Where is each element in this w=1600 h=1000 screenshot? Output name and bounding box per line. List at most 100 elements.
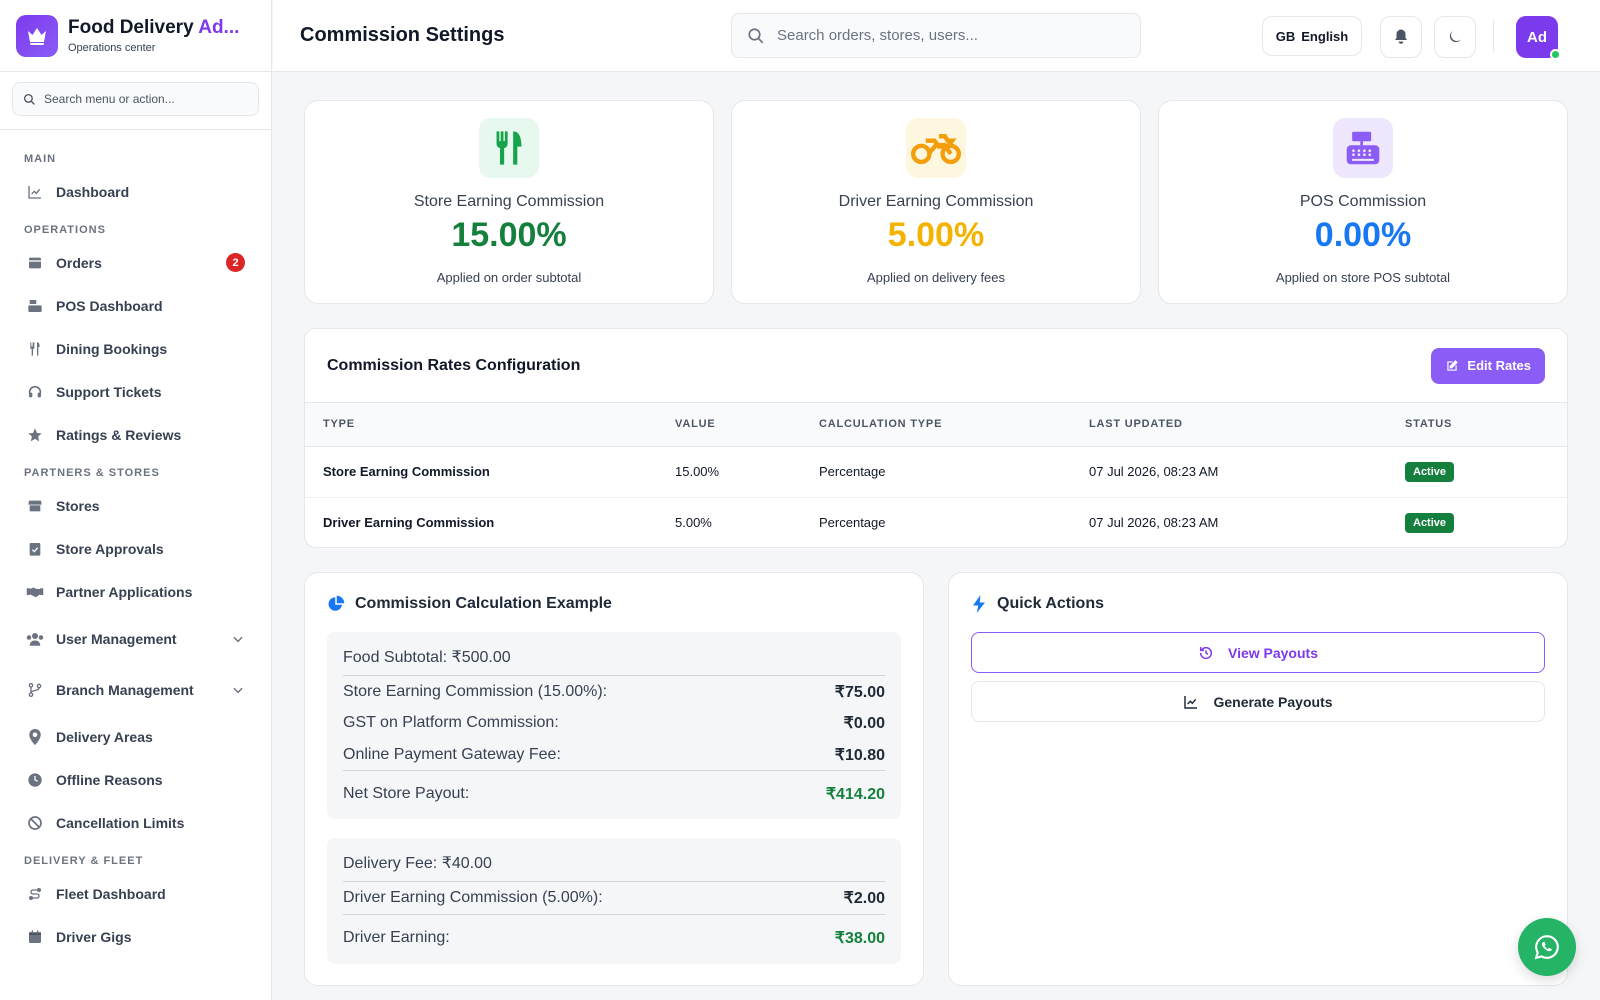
sidebar-item-branch-management[interactable]: Branch Management — [0, 664, 271, 715]
cash-register-icon — [1333, 118, 1393, 178]
star-icon — [26, 426, 44, 444]
gateway-fee-row: Online Payment Gateway Fee: ₹10.80 — [343, 739, 885, 771]
language-label: English — [1301, 28, 1349, 44]
cell-value: 15.00% — [675, 446, 819, 498]
sidebar-item-user-management[interactable]: User Management — [0, 613, 271, 664]
search-icon — [748, 27, 764, 43]
sidebar-item-store-approvals[interactable]: Store Approvals — [0, 527, 271, 570]
quick-actions-card: Quick Actions View Payouts Generate Payo… — [948, 572, 1568, 986]
stat-note: Applied on delivery fees — [866, 270, 1006, 285]
brand[interactable]: Food Delivery Ad... Operations center — [0, 0, 271, 72]
language-selector[interactable]: GB English — [1262, 16, 1362, 56]
net-store-payout-row: Net Store Payout: ₹414.20 — [343, 785, 885, 803]
pos-commission-card: POS Commission 0.00% Applied on store PO… — [1158, 100, 1568, 304]
table-header-row: TYPE VALUE CALCULATION TYPE LAST UPDATED… — [305, 403, 1567, 447]
store-commission-card: Store Earning Commission 15.00% Applied … — [304, 100, 714, 304]
handshake-icon — [26, 583, 44, 601]
rates-table: TYPE VALUE CALCULATION TYPE LAST UPDATED… — [305, 403, 1567, 547]
food-subtotal-row: Food Subtotal: ₹500.00 — [343, 632, 885, 676]
store-icon — [26, 497, 44, 515]
ban-icon — [26, 814, 44, 832]
sidebar-item-cancellation-limits[interactable]: Cancellation Limits — [0, 801, 271, 844]
search-icon — [23, 93, 35, 105]
stat-label: Store Earning Commission — [413, 193, 605, 210]
stat-value: 0.00% — [1314, 216, 1412, 254]
stat-note: Applied on store POS subtotal — [1275, 270, 1451, 285]
sidebar-item-dining-bookings[interactable]: Dining Bookings — [0, 327, 271, 370]
driver-earning-row: Driver Earning: ₹38.00 — [343, 929, 885, 947]
users-icon — [26, 630, 44, 648]
whatsapp-icon — [1534, 935, 1559, 960]
food-subtotal: Food Subtotal: ₹500.00 — [343, 648, 511, 666]
sidebar-item-ratings-reviews[interactable]: Ratings & Reviews — [0, 413, 271, 456]
quick-actions-title: Quick Actions — [997, 595, 1104, 612]
brand-subtitle: Operations center — [68, 42, 156, 54]
table-row[interactable]: Driver Earning Commission 5.00% Percenta… — [305, 497, 1567, 547]
gst-row: GST on Platform Commission: ₹0.00 — [343, 714, 885, 732]
cell-value: 5.00% — [675, 497, 819, 547]
edit-rates-button[interactable]: Edit Rates — [1431, 347, 1545, 384]
sidebar-item-dashboard[interactable]: Dashboard — [0, 170, 271, 213]
sidebar-item-driver-gigs[interactable]: Driver Gigs — [0, 915, 271, 958]
store-commission-row: Store Earning Commission (15.00%): ₹75.0… — [343, 682, 885, 701]
cell-calculation-type: Percentage — [819, 497, 1089, 547]
calc-title: Commission Calculation Example — [355, 595, 612, 612]
motorcycle-icon — [906, 118, 966, 178]
sidebar: Food Delivery Ad... Operations center Se… — [0, 0, 272, 1000]
sidebar-item-fleet-dashboard[interactable]: Fleet Dashboard — [0, 872, 271, 915]
nav-section-partners-stores: PARTNERS & STORES — [24, 467, 160, 479]
crown-icon — [16, 14, 58, 57]
notifications-button[interactable] — [1380, 16, 1422, 58]
global-search-input[interactable]: Search orders, stores, users... — [731, 13, 1141, 58]
calendar-icon — [26, 928, 44, 946]
whatsapp-button[interactable] — [1518, 918, 1576, 976]
utensils-icon — [479, 118, 539, 178]
driver-commission-row: Driver Earning Commission (5.00%): ₹2.00 — [343, 882, 885, 915]
sidebar-nav: MAIN Dashboard OPERATIONS Orders 2 POS D… — [0, 130, 271, 958]
sidebar-item-support-tickets[interactable]: Support Tickets — [0, 370, 271, 413]
edit-icon — [1447, 359, 1459, 371]
avatar[interactable]: Ad — [1516, 16, 1561, 60]
sidebar-item-delivery-areas[interactable]: Delivery Areas — [0, 715, 271, 758]
utensils-icon — [26, 340, 44, 358]
col-header-last-updated: LAST UPDATED — [1089, 403, 1405, 447]
cell-calculation-type: Percentage — [819, 446, 1089, 498]
code-branch-icon — [26, 681, 44, 699]
sidebar-item-orders[interactable]: Orders 2 — [0, 241, 271, 284]
stat-label: POS Commission — [1299, 193, 1427, 210]
col-header-calculation-type: CALCULATION TYPE — [819, 403, 1089, 447]
sidebar-item-offline-reasons[interactable]: Offline Reasons — [0, 758, 271, 801]
col-header-type: TYPE — [305, 403, 675, 447]
store-calc-box: Food Subtotal: ₹500.00 Store Earning Com… — [327, 632, 901, 819]
driver-calc-box: Delivery Fee: ₹40.00 Driver Earning Comm… — [327, 838, 901, 964]
table-row[interactable]: Store Earning Commission 15.00% Percenta… — [305, 446, 1567, 498]
headset-icon — [26, 383, 44, 401]
clock-icon — [26, 771, 44, 789]
calculation-example-card: Commission Calculation Example Food Subt… — [304, 572, 924, 986]
stat-value: 5.00% — [887, 216, 985, 254]
page-title: Commission Settings — [300, 24, 505, 46]
moon-icon — [1449, 31, 1461, 43]
nav-section-main: MAIN — [24, 153, 57, 165]
sidebar-item-pos-dashboard[interactable]: POS Dashboard — [0, 284, 271, 327]
nav-section-operations: OPERATIONS — [24, 224, 106, 236]
delivery-fee-row: Delivery Fee: ₹40.00 — [343, 838, 885, 882]
clipboard-check-icon — [26, 540, 44, 558]
sidebar-item-stores[interactable]: Stores — [0, 484, 271, 527]
status-badge: Active — [1405, 512, 1455, 533]
generate-payouts-button[interactable]: Generate Payouts — [971, 681, 1545, 722]
sidebar-item-partner-applications[interactable]: Partner Applications — [0, 570, 271, 613]
status-badge: Active — [1405, 461, 1455, 482]
commission-rates-card: Commission Rates Configuration Edit Rate… — [304, 328, 1568, 548]
view-payouts-button[interactable]: View Payouts — [971, 632, 1545, 673]
topbar: Commission Settings Search orders, store… — [273, 0, 1600, 72]
bolt-icon — [973, 595, 985, 613]
box-icon — [26, 254, 44, 272]
driver-commission-card: Driver Earning Commission 5.00% Applied … — [731, 100, 1141, 304]
chevron-down-icon — [233, 636, 243, 642]
stat-value: 15.00% — [451, 216, 567, 254]
cell-last-updated: 07 Jul 2026, 08:23 AM — [1089, 497, 1405, 547]
language-code: GB — [1275, 28, 1296, 44]
menu-search-input[interactable]: Search menu or action... — [12, 82, 259, 116]
dark-mode-toggle[interactable] — [1434, 16, 1476, 58]
